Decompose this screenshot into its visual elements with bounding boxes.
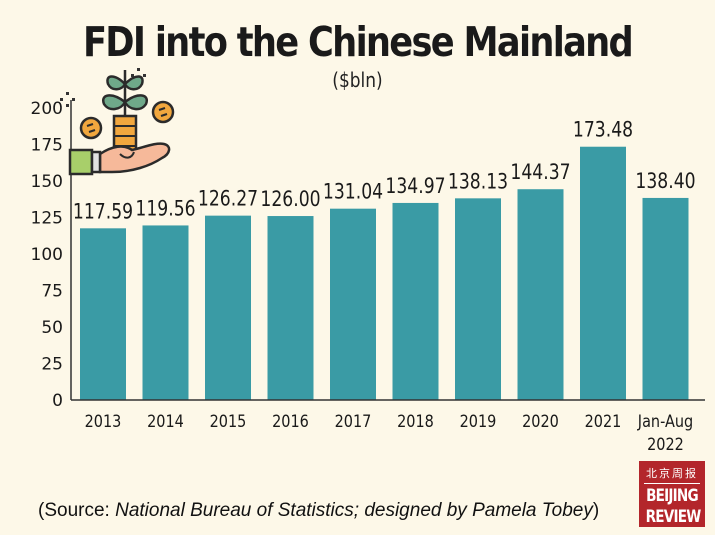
bar (580, 146, 626, 400)
data-label: 117.59 (73, 199, 133, 224)
x-tick-label: 2015 (210, 411, 247, 431)
bar-chart: 0 25 50 75 100 125 150 175 200 117.59 119.56 126.2… (31, 68, 705, 454)
data-label: 144.37 (510, 160, 570, 185)
bar (330, 208, 376, 400)
bar (80, 228, 126, 400)
data-label: 126.00 (260, 186, 320, 211)
y-tick-label: 200 (31, 99, 63, 119)
bars: 117.59 119.56 126.27 126.00 131.04 134.97 138.… (73, 117, 696, 400)
data-label: 119.56 (135, 196, 195, 221)
beijing-review-logo: 北京周报 BEIJING REVIEW (639, 461, 705, 527)
x-tick-label: 2018 (397, 411, 434, 431)
source-note: (Source: National Bureau of Statistics; … (38, 500, 599, 522)
bar (205, 215, 251, 400)
x-axis: 2013 2014 2015 2016 2017 2018 2019 2020 2021 Jan-… (71, 399, 705, 454)
logo-line-2: REVIEW (645, 507, 702, 527)
data-label: 126.27 (198, 186, 258, 211)
y-tick-label: 125 (31, 209, 63, 229)
data-label: 138.40 (635, 168, 695, 193)
data-label: 134.97 (385, 173, 445, 198)
x-tick-label: 2016 (272, 411, 309, 431)
y-tick-label: 25 (41, 355, 63, 375)
source-text: National Bureau of Statistics; designed … (115, 500, 593, 521)
x-tick-label: 2021 (585, 411, 622, 431)
bar (142, 225, 189, 400)
source-suffix: ) (592, 500, 600, 521)
x-tick-label: 2022 (647, 434, 684, 454)
data-label: 131.04 (323, 179, 383, 204)
chart-title: FDI into the Chinese Mainland (82, 18, 634, 66)
x-tick-label: 2013 (85, 411, 122, 431)
x-tick-label: 2020 (522, 411, 559, 431)
chart-unit: ($bln) (332, 68, 383, 92)
y-tick-label: 150 (31, 172, 63, 192)
logo-chinese-text: 北京周报 (644, 465, 700, 484)
bar (642, 197, 689, 400)
logo-line-1: BEIJING (646, 486, 699, 506)
data-label: 138.13 (448, 169, 508, 194)
bar (517, 189, 564, 400)
source-prefix: (Source: (38, 500, 116, 521)
y-tick-label: 50 (41, 318, 63, 338)
y-tick-label: 100 (31, 245, 63, 265)
x-tick-label: 2019 (460, 411, 497, 431)
x-tick-label: 2014 (147, 411, 184, 431)
x-tick-label: Jan-Aug (637, 411, 693, 431)
y-tick-label: 175 (31, 136, 63, 156)
data-label: 173.48 (573, 117, 633, 142)
bar (392, 202, 439, 400)
y-tick-label: 0 (52, 391, 63, 411)
y-axis: 0 25 50 75 100 125 150 175 200 (31, 99, 72, 411)
bar (455, 198, 501, 400)
bar (267, 216, 314, 400)
hand-holding-plant-coins-icon (60, 68, 175, 176)
x-tick-label: 2017 (335, 411, 372, 431)
y-tick-label: 75 (41, 282, 63, 302)
